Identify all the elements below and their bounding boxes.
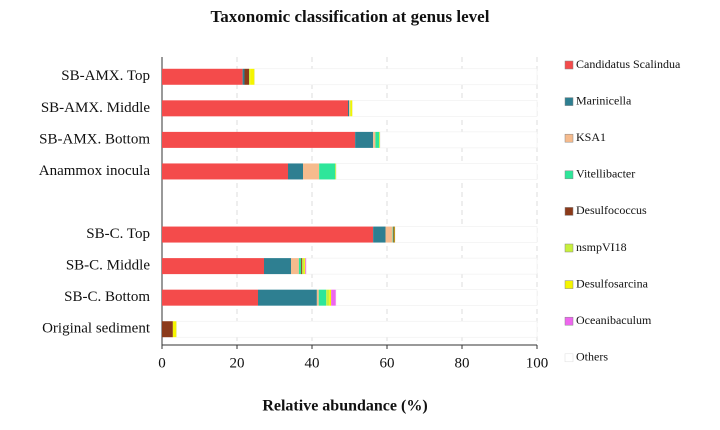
bar-segment — [335, 163, 337, 180]
bar-segment — [258, 289, 317, 306]
bar-segment — [393, 226, 395, 243]
bar-segment — [302, 258, 305, 275]
bar-segment — [349, 100, 351, 117]
bar-segment — [316, 289, 319, 306]
bar-segment — [326, 289, 330, 306]
bar-segment — [162, 100, 348, 117]
bar-segment — [392, 226, 394, 243]
bar-segment — [355, 131, 374, 148]
legend-label: Marinicella — [576, 93, 632, 107]
legend-swatch — [564, 133, 574, 143]
bar-segment — [254, 68, 538, 86]
bar-segment — [348, 100, 350, 117]
bar-segment — [318, 289, 327, 306]
legend-label: Others — [576, 350, 608, 364]
y-tick-label: SB-AMX. Middle — [41, 100, 151, 116]
bar-segment — [162, 321, 173, 338]
y-tick-label: Original sediment — [42, 321, 151, 337]
bar-segment — [298, 258, 302, 275]
legend-label: KSA1 — [576, 130, 606, 144]
bar-segment — [304, 258, 306, 275]
bar-segment — [291, 258, 299, 275]
bar-segment — [306, 257, 538, 275]
legend-label: Candidatus Scalindua — [576, 57, 681, 71]
y-tick-label: Anammox inocula — [39, 163, 151, 179]
bar-segment — [162, 226, 374, 243]
bar-segment — [379, 131, 381, 148]
legend-swatch — [564, 60, 574, 70]
bar-segment — [373, 131, 376, 148]
legend-label: Vitellibacter — [576, 167, 635, 181]
legend-swatch — [564, 316, 574, 326]
bar-segment — [329, 289, 332, 306]
x-tick-label: 20 — [230, 355, 245, 371]
bar-segment — [242, 68, 245, 85]
bar-segment — [375, 131, 380, 148]
x-axis-label: Relative abundance (%) — [262, 398, 427, 415]
bar-segment — [319, 163, 336, 180]
bar-segment — [301, 258, 303, 275]
bar-segment — [349, 100, 350, 117]
x-tick-label: 40 — [305, 355, 320, 371]
y-tick-label: SB-C. Top — [86, 226, 150, 242]
legend-label: nsmpVI18 — [576, 240, 627, 254]
bar-segment — [288, 163, 303, 180]
legend-swatch — [564, 170, 574, 180]
bar-segment — [162, 258, 264, 275]
bar-segment — [350, 100, 353, 117]
bar-segment — [331, 289, 336, 306]
bar-segment — [305, 258, 307, 275]
legend-swatch — [564, 353, 574, 363]
legend-swatch — [564, 280, 574, 289]
legend-swatch — [564, 207, 574, 216]
bar-segment — [385, 226, 393, 243]
legend-label: Oceanibaculum — [576, 313, 652, 327]
y-tick-label: SB-AMX. Bottom — [39, 131, 150, 147]
legend-label: Desulfosarcina — [576, 276, 649, 290]
y-tick-label: SB-AMX. Top — [61, 68, 150, 84]
bar-segment — [379, 131, 538, 149]
legend-swatch — [564, 97, 574, 106]
bar-segment — [335, 289, 538, 306]
bar-segment — [303, 163, 320, 180]
bar-segment — [394, 226, 396, 243]
chart-title: Taxonomic classification at genus level — [211, 7, 490, 26]
x-tick-label: 80 — [455, 355, 470, 371]
bar-segment — [176, 320, 538, 338]
bar-segment — [352, 100, 538, 117]
y-tick-label: SB-C. Middle — [66, 258, 151, 274]
bar-segment — [250, 68, 255, 85]
x-tick-label: 100 — [526, 355, 549, 371]
bar-segment — [394, 226, 538, 243]
y-tick-label: SB-C. Bottom — [64, 289, 150, 305]
legend-swatch — [564, 243, 574, 253]
bar-segment — [162, 68, 243, 85]
bar-segment — [249, 68, 251, 85]
bar-segment — [162, 163, 288, 180]
x-tick-label: 0 — [158, 355, 166, 371]
bar-segment — [373, 226, 386, 243]
bar-segment — [264, 258, 291, 275]
legend-label: Desulfococcus — [576, 203, 647, 217]
bar-segment — [336, 163, 538, 180]
bar-segment — [172, 321, 177, 338]
x-tick-label: 60 — [380, 355, 395, 371]
bar-segment — [162, 289, 258, 306]
bar-segment — [244, 68, 249, 85]
bar-segment — [162, 131, 356, 148]
